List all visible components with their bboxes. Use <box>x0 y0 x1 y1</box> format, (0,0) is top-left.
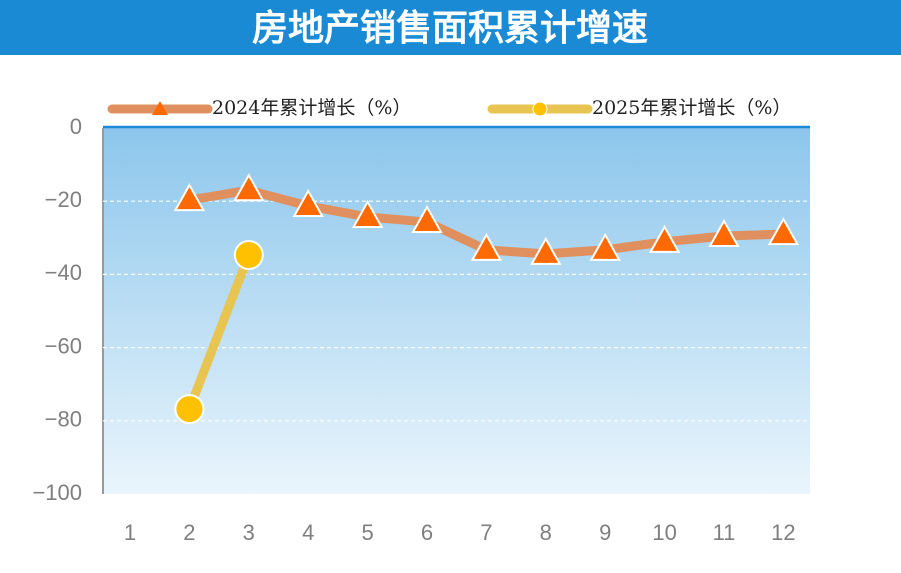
y-tick-label: −100 <box>32 480 82 505</box>
marker <box>470 232 503 261</box>
legend-label: 2024年累计增长（%） <box>212 97 411 119</box>
marker <box>233 173 265 202</box>
x-tick-label: 5 <box>361 520 373 545</box>
marker <box>173 183 206 212</box>
x-tick-label: 10 <box>652 520 676 545</box>
x-tick-label: 2 <box>183 520 195 545</box>
x-tick-label: 4 <box>302 520 314 545</box>
marker <box>411 205 443 234</box>
marker <box>292 188 324 217</box>
x-tick-label: 8 <box>540 520 552 545</box>
marker <box>233 240 264 271</box>
marker <box>351 199 384 228</box>
x-tick-label: 3 <box>243 520 255 545</box>
y-tick-label: −20 <box>45 187 82 212</box>
marker <box>589 232 621 261</box>
marker <box>767 217 800 246</box>
y-tick-label: −40 <box>45 260 82 285</box>
y-tick-label: −80 <box>45 407 82 432</box>
x-tick-label: 6 <box>421 520 433 545</box>
y-tick-label: 0 <box>70 114 82 139</box>
chart-title: 房地产销售面积累计增速 <box>252 8 648 49</box>
series-line <box>185 253 253 411</box>
x-tick-label: 1 <box>124 520 136 545</box>
x-tick-label: 12 <box>771 520 795 545</box>
legend-marker <box>532 101 548 117</box>
marker <box>648 224 681 253</box>
marker <box>530 236 562 265</box>
y-tick-label: −60 <box>45 333 82 358</box>
x-tick-label: 9 <box>599 520 611 545</box>
marker <box>174 394 205 425</box>
legend-marker <box>152 101 168 115</box>
x-tick-label: 11 <box>713 520 736 545</box>
header-band <box>0 0 901 55</box>
plot-area <box>103 128 810 494</box>
x-tick-label: 7 <box>480 520 492 545</box>
legend-label: 2025年累计增长（%） <box>592 97 791 119</box>
marker <box>708 218 740 247</box>
